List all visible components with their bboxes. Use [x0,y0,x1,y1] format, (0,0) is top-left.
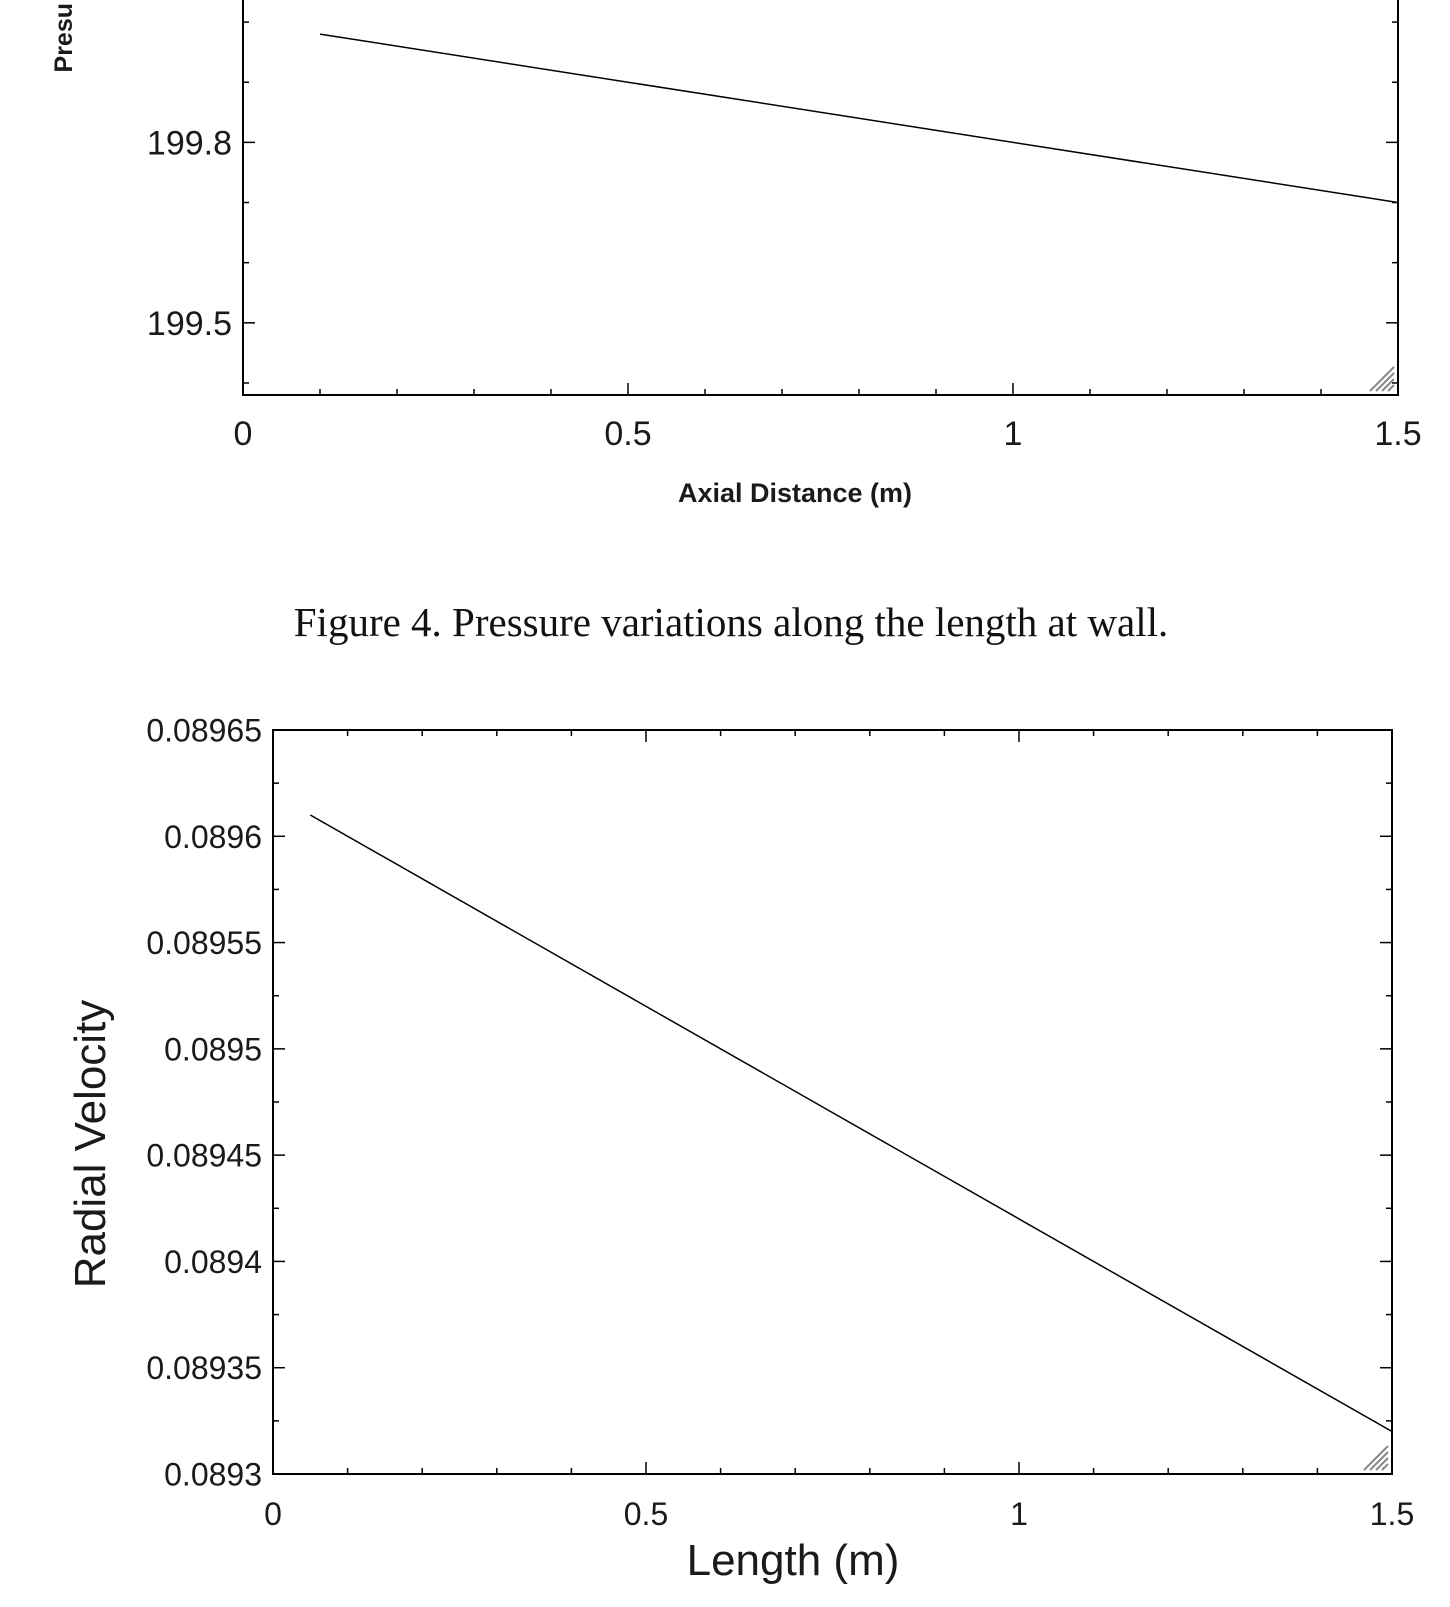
radial-velocity-grip-line [1375,1457,1389,1471]
pressure-y-axis-title: Presu [50,3,78,72]
radial-velocity-y-tick-label: 0.0895 [164,1031,262,1067]
radial-velocity-x-tick-label: 1.5 [1370,1496,1414,1532]
pressure-x-tick-label: 0 [234,415,253,453]
radial-velocity-grip-line [1381,1463,1389,1471]
pressure-grip-line [1375,372,1395,392]
pressure-series-line [319,33,1399,204]
radial-velocity-chart-x-tick-labels: 0 0.5 1 1.5 [264,1496,1414,1532]
radial-velocity-plot-frame [272,729,1393,1475]
pressure-y-tick-label: 199.8 [147,125,232,163]
radial-velocity-x-tick-label: 0.5 [624,1496,668,1532]
radial-velocity-y-tick-label: 0.08955 [146,925,262,961]
pressure-x-tick-label: 0.5 [604,415,651,453]
radial-velocity-y-tick-label: 0.08945 [146,1138,262,1174]
pressure-x-axis-title: Axial Distance (m) [678,478,912,508]
radial-velocity-y-tick-label: 0.0896 [164,819,262,855]
radial-velocity-y-tick-label: 0.0894 [164,1244,262,1280]
pressure-x-tick-label: 1 [1004,415,1023,453]
radial-velocity-grip-line [1363,1445,1389,1471]
radial-velocity-chart-y-tick-labels: 0.0893 0.08935 0.0894 0.08945 0.0895 0.08955 0… [146,713,262,1493]
pressure-grip-line [1369,366,1395,392]
radial-velocity-resize-grip-icon [1363,1445,1389,1471]
pressure-grip-line [1381,378,1395,392]
pressure-resize-grip-icon [1369,366,1395,392]
radial-velocity-grip-line [1369,1451,1389,1471]
radial-velocity-x-tick-label: 1 [1010,1496,1028,1532]
pressure-x-tick-label: 1.5 [1374,415,1421,453]
radial-velocity-chart-ticks [272,729,1393,1475]
figure-caption: Figure 4. Pressure variations along the … [294,599,1168,645]
radial-velocity-series-line [309,814,1393,1433]
radial-velocity-y-tick-label: 0.08935 [146,1350,262,1386]
radial-velocity-y-tick-label: 0.08965 [146,713,262,749]
pressure-chart-ticks [242,21,1399,395]
pressure-chart-y-tick-labels: 199.5 199.8 [147,125,232,343]
pressure-grip-line [1387,384,1395,392]
radial-velocity-chart: 0 0.5 1 1.5 0.08930.089350.08940.089450.089… [66,713,1414,1585]
radial-velocity-x-axis-title: Length (m) [687,1536,900,1585]
pressure-y-tick-label: 199.5 [147,305,232,343]
radial-velocity-y-tick-label: 0.0893 [164,1457,262,1493]
radial-velocity-y-axis-title: Radial Velocity [66,1000,115,1289]
pressure-plot-frame [242,0,1399,396]
pressure-chart-x-tick-labels: 0 0.5 1 1.5 [234,415,1422,453]
radial-velocity-x-tick-label: 0 [264,1496,282,1532]
pressure-chart: 0 0.5 1 1.5 199.5 199.8 Axial Distance (m) P… [50,0,1422,508]
